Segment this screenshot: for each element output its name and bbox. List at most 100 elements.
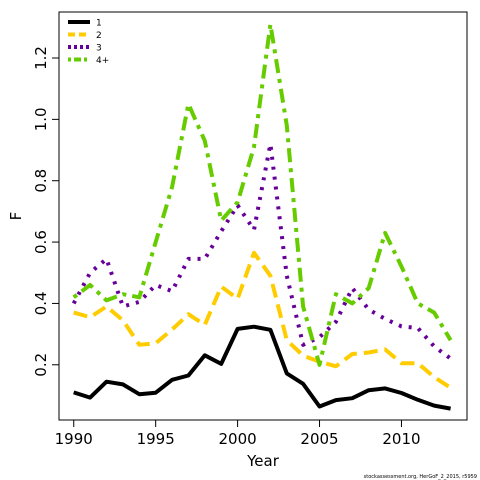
data-point — [352, 303, 353, 304]
data-point — [106, 381, 107, 382]
data-point — [368, 352, 369, 353]
data-point — [122, 320, 123, 321]
series-line-4plus — [72, 22, 453, 367]
x-tick-label: 2005 — [300, 430, 338, 448]
legend: 1 2 3 4+ — [68, 19, 109, 66]
data-point — [237, 298, 238, 299]
data-point — [237, 202, 238, 203]
data-point — [385, 232, 386, 233]
x-tick-label: 2010 — [382, 430, 420, 448]
data-point — [319, 364, 320, 365]
data-point — [90, 317, 91, 318]
data-point — [303, 306, 304, 307]
data-point — [335, 366, 336, 367]
legend-label: 4+ — [96, 56, 109, 66]
data-point — [172, 291, 173, 292]
data-point — [204, 324, 205, 325]
data-point — [286, 373, 287, 374]
data-point — [155, 285, 156, 286]
data-point — [434, 377, 435, 378]
data-point — [352, 398, 353, 399]
data-point — [368, 390, 369, 391]
data-point — [417, 399, 418, 400]
data-point — [450, 340, 451, 341]
data-point — [139, 344, 140, 345]
y-tick-label: 0.2 — [32, 353, 50, 377]
data-point — [122, 384, 123, 385]
data-point — [122, 306, 123, 307]
data-point — [172, 379, 173, 380]
y-tick-label: 1.0 — [32, 107, 50, 131]
data-point — [401, 393, 402, 394]
data-point — [155, 242, 156, 243]
legend-label: 3 — [96, 44, 102, 54]
data-point — [221, 286, 222, 287]
data-point — [450, 358, 451, 359]
data-point — [286, 275, 287, 276]
data-point — [155, 392, 156, 393]
data-point — [237, 328, 238, 329]
x-tick-label: 2000 — [219, 430, 257, 448]
data-point — [155, 343, 156, 344]
data-point — [434, 312, 435, 313]
data-point — [172, 329, 173, 330]
y-tick-label: 0.8 — [32, 169, 50, 193]
data-point — [90, 397, 91, 398]
data-point — [417, 327, 418, 328]
data-point — [73, 297, 74, 298]
data-point — [270, 143, 271, 144]
y-tick-label: 1.2 — [32, 46, 50, 70]
data-point — [106, 306, 107, 307]
data-point — [352, 354, 353, 355]
data-point — [253, 326, 254, 327]
y-axis-title: F — [7, 212, 25, 221]
series-line-2 — [73, 250, 452, 390]
x-tick-label: 1995 — [137, 430, 175, 448]
data-point — [385, 318, 386, 319]
data-point — [221, 363, 222, 364]
data-point — [172, 186, 173, 187]
data-point — [417, 363, 418, 364]
data-point — [270, 275, 271, 276]
legend-label: 1 — [96, 19, 102, 29]
data-point — [319, 406, 320, 407]
series-line-1 — [73, 324, 451, 411]
data-point — [434, 346, 435, 347]
data-point — [122, 294, 123, 295]
data-point — [368, 288, 369, 289]
data-point — [90, 285, 91, 286]
data-point — [253, 146, 254, 147]
data-point — [139, 301, 140, 302]
data-point — [73, 303, 74, 304]
data-point — [221, 231, 222, 232]
data-point — [286, 125, 287, 126]
data-point — [139, 394, 140, 395]
data-point — [188, 258, 189, 259]
x-tick-label: 1990 — [55, 430, 93, 448]
data-point — [188, 375, 189, 376]
data-point — [450, 408, 451, 409]
data-point — [434, 405, 435, 406]
data-point — [385, 388, 386, 389]
data-point — [204, 355, 205, 356]
data-point — [335, 321, 336, 322]
data-point — [303, 344, 304, 345]
data-point — [335, 400, 336, 401]
data-point — [303, 383, 304, 384]
data-point — [303, 355, 304, 356]
y-tick-label: 0.4 — [32, 291, 50, 315]
data-point — [401, 326, 402, 327]
data-point — [90, 272, 91, 273]
data-point — [139, 297, 140, 298]
data-point — [401, 266, 402, 267]
data-point — [352, 288, 353, 289]
data-point — [319, 337, 320, 338]
legend-label: 2 — [96, 31, 102, 41]
data-point — [417, 303, 418, 304]
y-axis: 0.2 0.4 0.6 0.8 1.0 1.2 — [32, 46, 60, 377]
data-point — [270, 329, 271, 330]
data-point — [253, 229, 254, 230]
data-point — [450, 387, 451, 388]
data-point — [270, 24, 271, 25]
